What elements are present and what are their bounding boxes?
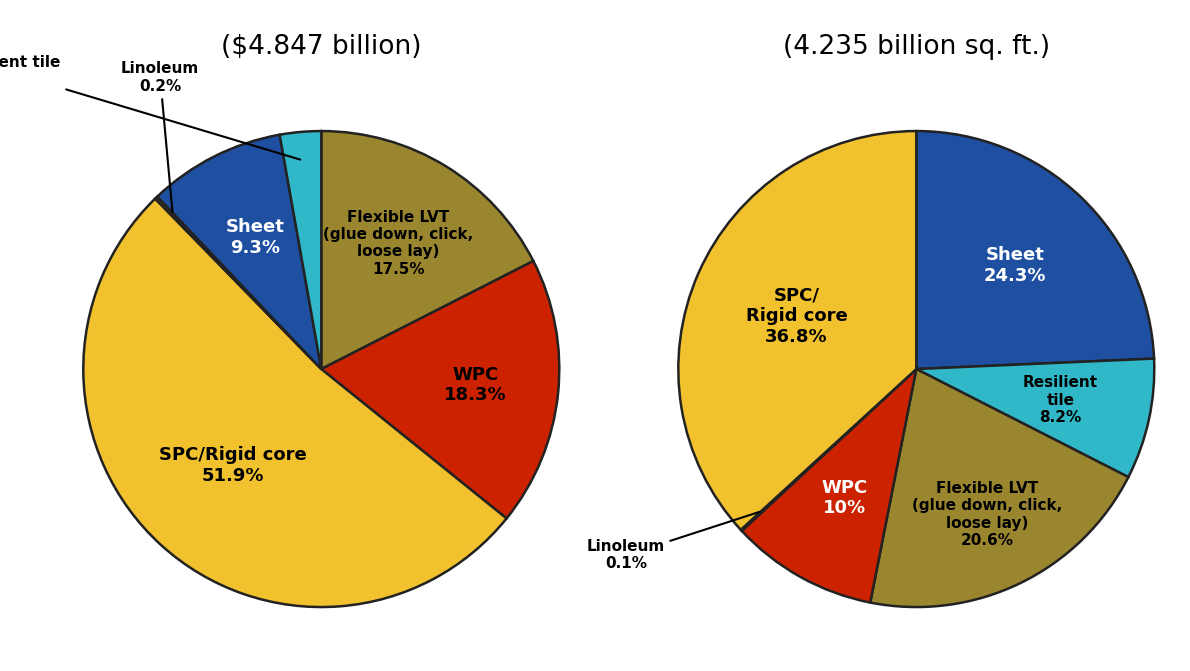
Wedge shape [741,369,916,603]
Wedge shape [155,197,321,369]
Wedge shape [916,358,1154,477]
Text: Flexible LVT
(glue down, click,
loose lay)
17.5%: Flexible LVT (glue down, click, loose la… [324,209,474,277]
Text: Flexible LVT
(glue down, click,
loose lay)
20.6%: Flexible LVT (glue down, click, loose la… [912,481,1063,548]
Text: Resilient tile
2.8%: Resilient tile 2.8% [0,55,300,160]
Text: WPC
18.3%: WPC 18.3% [444,366,507,405]
Text: Sheet
24.3%: Sheet 24.3% [984,246,1046,285]
Wedge shape [678,131,916,530]
Wedge shape [740,369,916,531]
Wedge shape [83,199,507,607]
Text: WPC
10%: WPC 10% [821,478,868,517]
Text: ($4.847 billion): ($4.847 billion) [221,34,421,60]
Wedge shape [321,261,559,519]
Text: Sheet
9.3%: Sheet 9.3% [225,218,284,257]
Text: (4.235 billion sq. ft.): (4.235 billion sq. ft.) [783,34,1050,60]
Text: SPC/
Rigid core
36.8%: SPC/ Rigid core 36.8% [746,287,847,346]
Wedge shape [870,369,1128,607]
Text: Resilient
tile
8.2%: Resilient tile 8.2% [1023,376,1098,425]
Wedge shape [157,135,321,369]
Text: SPC/Rigid core
51.9%: SPC/Rigid core 51.9% [159,446,307,485]
Wedge shape [916,131,1154,369]
Text: Linoleum
0.2%: Linoleum 0.2% [121,61,199,212]
Text: Linoleum
0.1%: Linoleum 0.1% [587,512,759,572]
Wedge shape [280,131,321,369]
Wedge shape [321,131,533,369]
